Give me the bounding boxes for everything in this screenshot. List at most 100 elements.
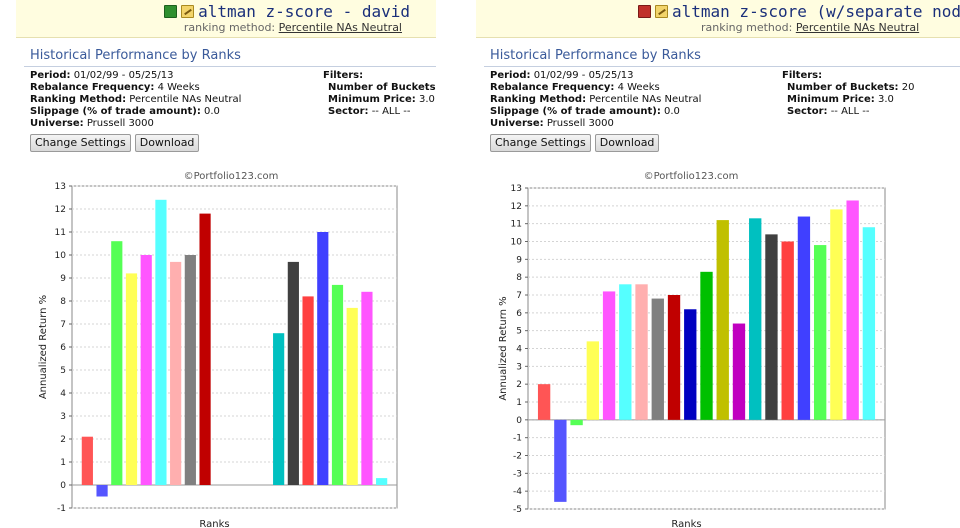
y-tick-label: -1: [513, 434, 522, 444]
bar: [830, 209, 843, 420]
min-price-label: Minimum Price:: [787, 94, 875, 105]
download-button[interactable]: Download: [134, 134, 200, 152]
x-axis-label: Ranks: [199, 519, 229, 528]
y-tick-label: 4: [516, 345, 522, 355]
edit-icon[interactable]: [655, 5, 668, 18]
strategy-panel-left: altman z-score - david ranking method: P…: [16, 0, 436, 528]
buckets-label: Number of Buckets:: [787, 82, 899, 93]
x-axis-label: Ranks: [671, 519, 701, 528]
buckets-value: 20: [901, 82, 915, 93]
bar: [797, 216, 811, 420]
y-tick-label: 10: [511, 238, 523, 248]
bar: [619, 284, 632, 420]
y-tick-label: -3: [513, 469, 522, 479]
section-title: Historical Performance by Ranks: [490, 48, 701, 63]
min-price-value: 3.0: [877, 94, 894, 105]
book-icon[interactable]: [164, 5, 178, 18]
min-price-label: Minimum Price:: [328, 94, 416, 105]
section-title: Historical Performance by Ranks: [30, 48, 241, 63]
bar: [184, 255, 196, 485]
change-settings-button[interactable]: Change Settings: [490, 134, 591, 152]
bar: [813, 245, 827, 420]
bar: [554, 419, 567, 502]
ranks-chart-svg: ©Portfolio123.com-1012345678910111213Ann…: [38, 171, 398, 528]
sector-value: -- ALL --: [830, 106, 870, 117]
bar: [765, 234, 778, 420]
y-tick-label: 11: [511, 220, 522, 230]
bar: [667, 295, 681, 420]
bar: [287, 261, 299, 485]
rebalance-value: 4 Weeks: [617, 82, 660, 93]
ranking-method-link[interactable]: Percentile NAs Neutral: [795, 21, 920, 34]
y-tick-label: 0: [60, 481, 66, 491]
universe-value: Prussell 3000: [546, 118, 614, 129]
action-buttons: Change Settings Download: [490, 134, 660, 152]
bar: [846, 200, 859, 420]
download-button[interactable]: Download: [594, 134, 660, 152]
slippage-label: Slippage (% of trade amount):: [490, 106, 661, 117]
y-tick-label: 3: [516, 362, 522, 372]
ranking-method-label: ranking method:: [183, 21, 276, 34]
bar: [376, 478, 388, 485]
edit-icon[interactable]: [181, 5, 195, 18]
y-tick-label: 5: [516, 327, 522, 337]
universe-value: Prussell 3000: [86, 118, 154, 129]
section-divider: [24, 66, 436, 67]
bar: [749, 218, 762, 420]
y-tick-label: 1: [60, 458, 66, 468]
bar: [170, 261, 182, 485]
filters-info: Filters: Number of Buckets: 20 Minimum P…: [323, 70, 436, 118]
ranks-chart: ©Portfolio123.com -1 0 1 2 3 4 5 6 7 8 9 10 11 12 13 Ann…: [16, 166, 436, 528]
panel-header: altman z-score - david ranking method: P…: [16, 0, 436, 38]
sector-label: Sector:: [328, 106, 369, 117]
y-tick-label: 12: [55, 205, 66, 215]
panel-title: altman z-score - david: [198, 2, 410, 21]
y-tick-label: 9: [60, 274, 66, 284]
y-tick-label: 5: [60, 366, 66, 376]
bar: [331, 284, 344, 485]
ranking-method-value: Percentile NAs Neutral: [589, 94, 702, 105]
y-tick-label: 7: [516, 291, 522, 301]
y-tick-label: 9: [516, 255, 522, 265]
book-icon[interactable]: [638, 5, 651, 18]
ranking-method-row: ranking method: Percentile NAs Neutral: [184, 21, 402, 34]
period-value: 01/02/99 - 05/25/13: [73, 70, 174, 81]
settings-info: Period: 01/02/99 - 05/25/13 Rebalance Fr…: [30, 70, 241, 130]
ranks-chart-svg: ©Portfolio123.com-5-4-3-2-10123456789101…: [498, 171, 886, 528]
settings-info: Period: 01/02/99 - 05/25/13 Rebalance Fr…: [490, 70, 701, 130]
y-tick-label: -5: [513, 505, 522, 515]
period-value: 01/02/99 - 05/25/13: [533, 70, 634, 81]
title-row: altman z-score (w/separate nodes: [638, 2, 960, 21]
section-divider: [484, 66, 960, 67]
bar: [273, 333, 285, 485]
title-row: altman z-score - david: [164, 2, 410, 21]
y-tick-label: 8: [516, 273, 522, 283]
bar: [111, 241, 123, 485]
y-tick-label: 1: [516, 398, 522, 408]
filters-heading: Filters:: [323, 70, 364, 81]
ranking-method-link[interactable]: Percentile NAs Neutral: [278, 21, 402, 34]
y-tick-label: -4: [513, 487, 522, 497]
slippage-label: Slippage (% of trade amount):: [30, 106, 201, 117]
change-settings-button[interactable]: Change Settings: [30, 134, 131, 152]
sector-label: Sector:: [787, 106, 828, 117]
bar: [635, 284, 648, 420]
period-label: Period:: [30, 70, 71, 81]
min-price-value: 3.0: [418, 94, 435, 105]
period-label: Period:: [490, 70, 531, 81]
universe-label: Universe:: [30, 118, 84, 129]
bar: [700, 271, 713, 420]
bar: [781, 241, 794, 420]
bar: [586, 341, 600, 420]
y-tick-label: 13: [55, 182, 66, 192]
ranking-method-info-label: Ranking Method:: [490, 94, 587, 105]
sector-value: -- ALL --: [371, 106, 411, 117]
ranking-method-info-label: Ranking Method:: [30, 94, 127, 105]
ranking-method-value: Percentile NAs Neutral: [129, 94, 242, 105]
bar: [199, 213, 211, 485]
y-tick-label: 6: [60, 343, 66, 353]
chart-credit: ©Portfolio123.com: [644, 171, 739, 182]
strategy-panel-right: altman z-score (w/separate nodes ranking…: [476, 0, 960, 528]
universe-label: Universe:: [490, 118, 544, 129]
bar: [302, 296, 314, 485]
